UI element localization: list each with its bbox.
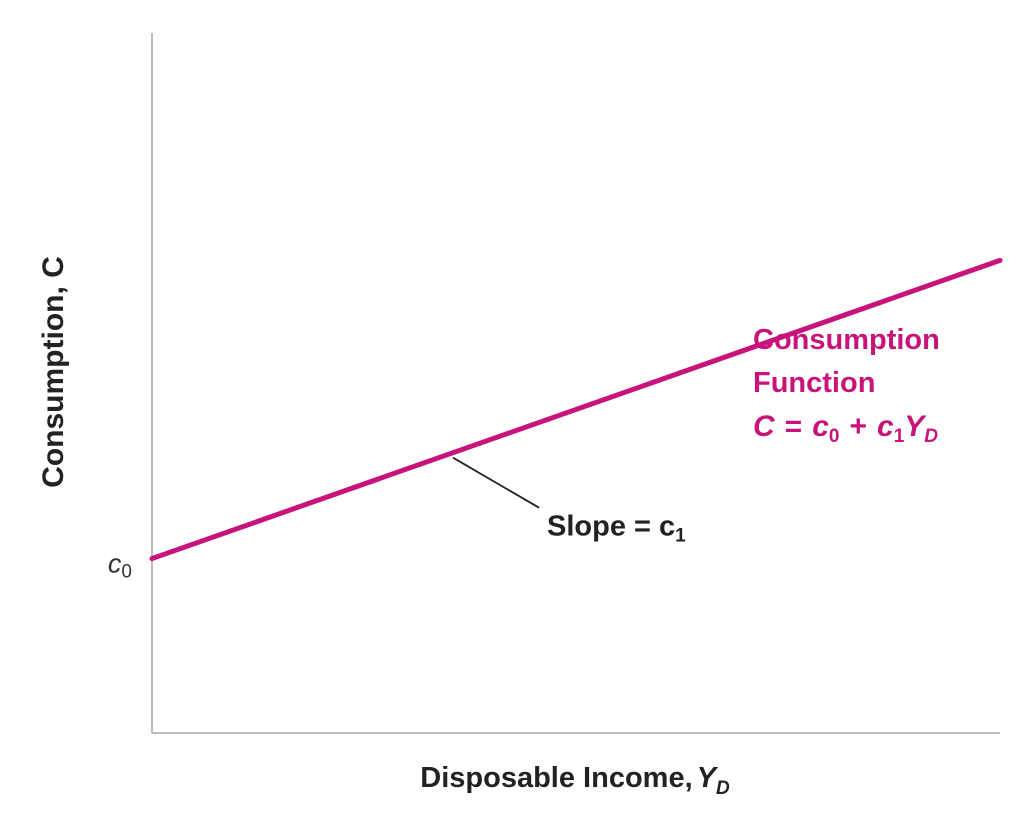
series-name-line-1: Consumption (753, 324, 940, 356)
x-axis-label-text: Disposable Income, (420, 762, 692, 794)
y-axis-label: Consumption, C (37, 256, 70, 488)
slope-annotation: Slope = c1 (547, 511, 686, 547)
equation-c0: c (812, 410, 829, 443)
slope-leader-line (452, 456, 540, 509)
slope-annotation-sub: 1 (675, 526, 686, 547)
equation-c0-sub: 0 (829, 426, 840, 447)
series-equation: C = c0 + c1YD (753, 410, 938, 447)
slope-annotation-text: Slope = c (547, 511, 675, 543)
equation-y: Y (904, 410, 927, 443)
consumption-function-label: Consumption Function C = c0 + c1YD (753, 324, 940, 447)
equation-eq: = (785, 410, 803, 443)
equation-plus: + (849, 410, 867, 443)
x-axis-label-var: Y (697, 762, 719, 794)
equation-c1-sub: 1 (894, 426, 905, 447)
y-tick-label-c0: c0 (108, 549, 132, 583)
consumption-function-line (149, 257, 1003, 562)
equation-c1: c (877, 410, 894, 443)
x-axis-label: Disposable Income, YD (420, 762, 730, 799)
series-name-line-2: Function (753, 367, 875, 399)
equation-lhs: C (753, 410, 776, 443)
y-tick-sub: 0 (121, 562, 132, 583)
equation-y-sub: D (924, 426, 938, 447)
y-tick-var: c (108, 549, 122, 579)
x-axis-label-sub: D (716, 778, 730, 799)
